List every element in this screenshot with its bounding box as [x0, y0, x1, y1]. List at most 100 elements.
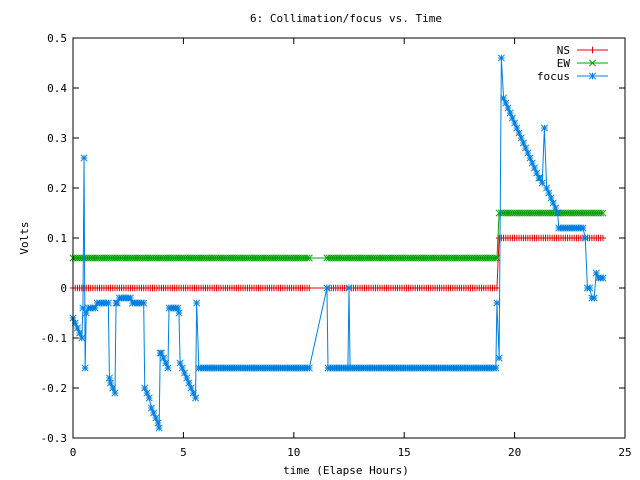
series-focus-point	[193, 299, 201, 307]
series-focus-point	[159, 354, 168, 362]
x-tick-label: 25	[618, 446, 631, 459]
series-focus-point	[590, 294, 598, 302]
series-ew-point	[303, 254, 311, 262]
ticks-layer: 0 5 10 15 20 25 -0.3 -0.2 -0.1 0 0.1 0.2 0.3 0.4 0.5	[41, 32, 632, 459]
series-focus-point	[105, 374, 113, 382]
series-ew-point	[599, 209, 607, 217]
series-focus-point	[519, 139, 527, 147]
series-focus-point	[111, 389, 119, 397]
series-focus-point	[504, 104, 512, 112]
x-tick-label: 5	[180, 446, 187, 459]
series-focus-point	[323, 284, 331, 292]
series-focus-point	[157, 349, 165, 357]
series-focus-point	[530, 164, 539, 172]
legend-label-ew: EW	[557, 57, 571, 70]
y-tick-label: -0.3	[41, 432, 68, 445]
series-focus-point	[189, 389, 197, 397]
series-focus-point	[522, 144, 530, 152]
series-focus-point	[502, 99, 510, 107]
series-focus-point	[506, 109, 514, 117]
series-focus-point	[78, 334, 86, 342]
series-focus-point	[592, 269, 600, 277]
series-ns-point	[306, 284, 313, 292]
series-focus-point	[551, 204, 560, 212]
series-focus-point	[176, 359, 184, 367]
series-focus-point	[180, 369, 189, 377]
series-focus-point	[183, 374, 191, 382]
series-focus-point	[185, 379, 193, 387]
series-focus-point	[187, 384, 195, 392]
series-focus-point	[147, 404, 155, 412]
series-ew-point	[597, 209, 605, 217]
series-focus-point	[191, 394, 200, 402]
series-focus-point	[345, 284, 353, 292]
series-focus-point	[162, 359, 170, 367]
series-focus-point	[538, 179, 546, 187]
series-focus-point	[533, 169, 541, 177]
series-focus-point	[495, 354, 503, 362]
series-layer	[69, 54, 607, 432]
y-tick-label: 0.3	[47, 132, 67, 145]
x-tick-label: 20	[508, 446, 521, 459]
series-focus-line	[72, 57, 603, 429]
series-focus-point	[508, 114, 516, 122]
series-focus-point	[145, 394, 153, 402]
series-focus-point	[154, 419, 162, 427]
series-focus-point	[175, 309, 183, 317]
series-focus-point	[143, 389, 151, 397]
legend-marker-ew	[588, 59, 597, 67]
chart-title: 6: Collimation/focus vs. Time	[250, 12, 442, 25]
series-focus-point	[164, 364, 172, 372]
series-focus-point	[104, 299, 112, 307]
series-ns-point	[493, 284, 501, 292]
series-focus-point	[493, 299, 501, 307]
y-tick-label: 0.1	[47, 232, 67, 245]
series-focus-point	[71, 319, 79, 327]
y-tick-label: 0.4	[47, 82, 67, 95]
series-focus-point	[524, 149, 532, 157]
legend-marker-ns	[589, 46, 596, 54]
series-focus-point	[126, 294, 134, 302]
series-focus-point	[178, 364, 186, 372]
series-ew-point	[493, 254, 501, 262]
plot-frame	[72, 37, 626, 439]
series-focus-point	[106, 379, 115, 387]
series-focus-point	[581, 234, 589, 242]
series-focus-point	[140, 299, 148, 307]
legend-marker-focus	[588, 72, 597, 80]
series-focus-point	[492, 364, 500, 372]
series-focus-point	[545, 189, 553, 197]
series-focus-point	[497, 54, 505, 62]
series-focus-point	[526, 154, 534, 162]
series-focus-point	[554, 209, 562, 217]
series-focus-point	[81, 364, 89, 372]
series-ew	[69, 209, 607, 262]
series-focus-point	[150, 409, 158, 417]
series-ns	[69, 234, 607, 292]
legend-label-ns: NS	[557, 44, 570, 57]
series-focus-point	[547, 194, 555, 202]
y-tick-label: -0.2	[41, 382, 68, 395]
x-axis-label: time (Elapse Hours)	[283, 464, 409, 477]
series-ns-line	[73, 237, 603, 289]
series-focus-point	[536, 174, 544, 182]
series-ew-point	[305, 254, 313, 262]
series-focus-point	[515, 129, 523, 137]
y-tick-label: -0.1	[41, 332, 68, 345]
series-focus-point	[549, 199, 557, 207]
y-tick-label: 0.5	[47, 32, 67, 45]
series-focus-point	[543, 184, 551, 192]
series-focus-point	[73, 324, 81, 332]
series-focus-point	[305, 364, 313, 372]
x-tick-label: 15	[398, 446, 411, 459]
series-focus-point	[91, 304, 99, 312]
series-ns-point	[599, 234, 607, 242]
y-tick-label: 0.2	[47, 182, 67, 195]
series-focus-point	[152, 414, 160, 422]
series-focus-point	[528, 159, 536, 167]
series-focus	[69, 54, 607, 432]
series-focus-point	[500, 94, 508, 102]
series-focus-point	[76, 329, 84, 337]
